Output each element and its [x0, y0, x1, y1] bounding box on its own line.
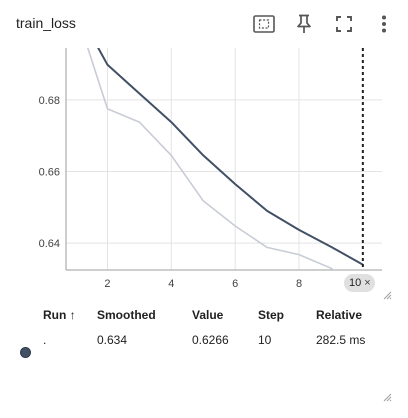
fullscreen-button[interactable] [331, 11, 357, 37]
x-tick-label: 2 [104, 278, 110, 290]
column-header-run[interactable]: Run ↑ [43, 308, 76, 322]
smoothed-series-line [97, 48, 364, 266]
run-color-dot [20, 347, 31, 358]
raw-value: 0.6266 [192, 333, 229, 347]
y-tick-label: 0.68 [39, 95, 60, 107]
run-name: . [43, 333, 47, 347]
x-tick-label: 4 [168, 278, 174, 290]
step-cursor-chip[interactable]: 10 × [344, 274, 375, 292]
chart-area[interactable]: 2 4 6 8 0.68 0.66 0.64 [0, 48, 408, 298]
line-chart[interactable]: 2 4 6 8 0.68 0.66 0.64 [0, 48, 408, 298]
step-cursor-value: 10 [349, 277, 362, 289]
fit-domain-icon [253, 15, 275, 33]
card-header: train_loss [0, 0, 408, 48]
more-vert-icon [382, 15, 386, 33]
x-tick-label: 8 [296, 278, 302, 290]
card-title: train_loss [16, 15, 76, 31]
smoothed-value: 0.634 [97, 333, 128, 347]
y-tick-label: 0.66 [39, 167, 60, 179]
table-resize-handle[interactable] [382, 392, 392, 402]
step-value: 10 [258, 333, 272, 347]
column-header-smoothed[interactable]: Smoothed [97, 308, 156, 322]
close-icon[interactable]: × [364, 277, 371, 289]
more-menu-button[interactable] [371, 11, 397, 37]
chart-resize-handle[interactable] [382, 290, 392, 300]
fit-domain-button[interactable] [251, 11, 277, 37]
x-tick-label: 6 [232, 278, 238, 290]
y-tick-label: 0.64 [39, 238, 60, 250]
relative-time: 282.5 ms [316, 333, 366, 347]
column-header-value[interactable]: Value [192, 308, 224, 322]
fullscreen-icon [336, 16, 352, 32]
raw-series-line [86, 48, 335, 270]
pin-button[interactable] [291, 11, 317, 37]
column-header-relative[interactable]: Relative [316, 308, 363, 322]
column-header-step[interactable]: Step [258, 308, 285, 322]
pin-icon [297, 14, 311, 33]
